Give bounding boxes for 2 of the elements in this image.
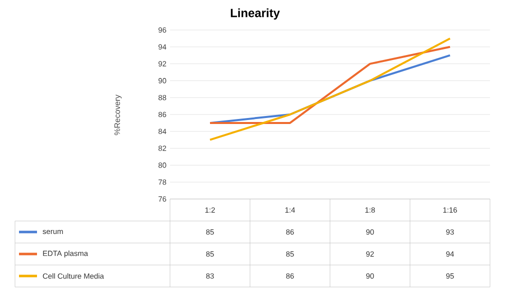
line-series: [209, 37, 452, 141]
chart-title: Linearity: [230, 8, 280, 20]
